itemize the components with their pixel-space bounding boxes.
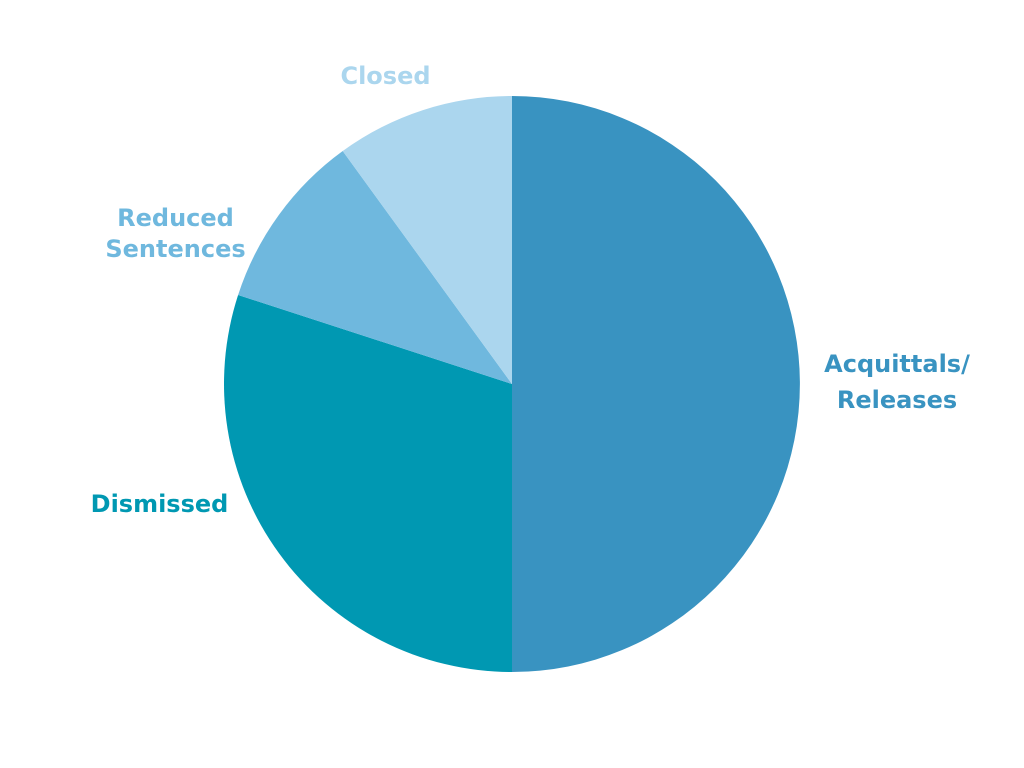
slice-label-dismissed: Dismissed: [82, 486, 237, 522]
slice-label-line: Acquittals/: [824, 350, 970, 378]
pie-slice-closed: [342, 96, 512, 384]
slice-label-reduced-sentences: Reduced Sentences: [98, 203, 253, 265]
pie-slice-reduced-sentences: [238, 151, 513, 384]
slice-label-closed: Closed: [318, 58, 453, 94]
slice-label-line: Sentences: [105, 235, 246, 263]
slice-label-line: Dismissed: [90, 490, 229, 518]
slice-label-line: Closed: [340, 62, 431, 90]
pie-slice-dismissed: [223, 295, 513, 672]
slice-label-line: Reduced: [117, 204, 234, 232]
slice-label-acquittals: Acquittals/ Releases: [812, 346, 982, 418]
pie-slice-acquittals: [512, 96, 800, 672]
slice-label-line: Releases: [836, 386, 958, 414]
